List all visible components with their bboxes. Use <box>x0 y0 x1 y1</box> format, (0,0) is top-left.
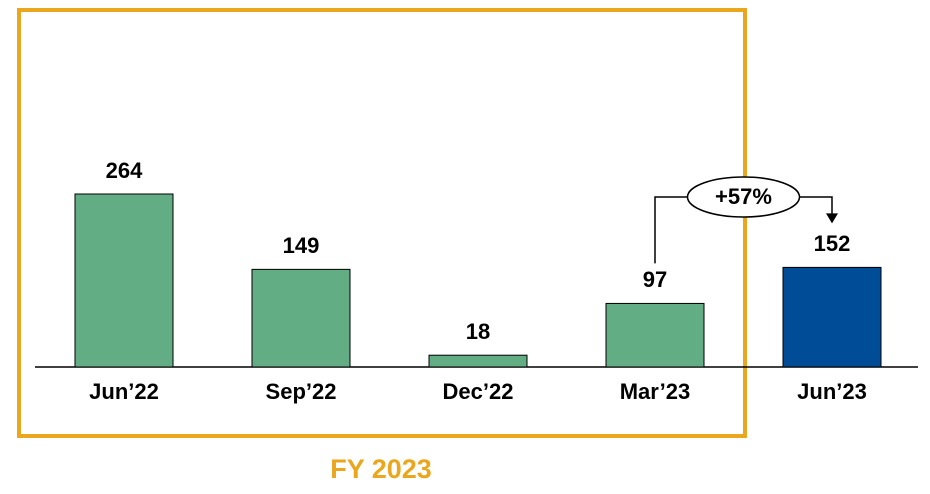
bar <box>428 354 528 368</box>
value-label: 149 <box>283 233 320 258</box>
x-tick-label: Mar’23 <box>620 379 691 404</box>
bar <box>74 193 174 368</box>
arrow-head <box>826 213 838 224</box>
x-tick-label: Dec’22 <box>443 379 514 404</box>
bar <box>605 302 705 368</box>
value-label: 97 <box>643 267 667 292</box>
value-label: 264 <box>106 158 143 183</box>
annotation-text: +57% <box>715 184 772 209</box>
bar <box>782 266 882 368</box>
x-tick-label: Jun’22 <box>89 379 159 404</box>
x-tick-label: Jun’23 <box>797 379 867 404</box>
fy-box <box>17 8 747 438</box>
bar <box>251 268 351 368</box>
value-label: 152 <box>814 231 851 256</box>
value-label: 18 <box>466 319 490 344</box>
annotation-bubble <box>686 176 801 218</box>
box-label: FY 2023 <box>330 454 432 484</box>
x-tick-label: Sep’22 <box>266 379 337 404</box>
